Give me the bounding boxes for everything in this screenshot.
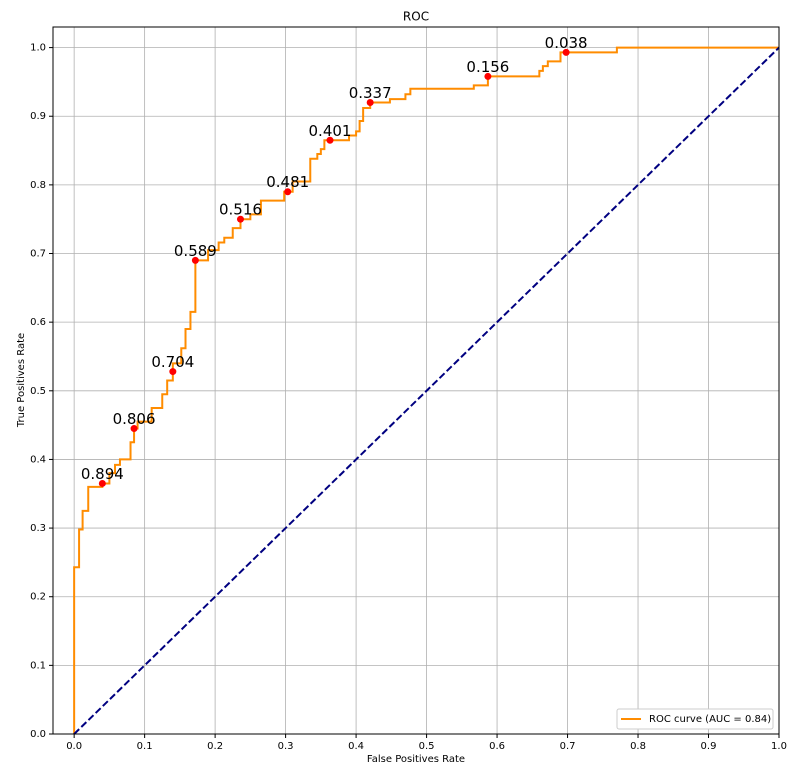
y-tick-label: 0.7 [30, 249, 46, 260]
y-tick-label: 0.6 [30, 317, 46, 328]
x-tick-label: 0.7 [560, 741, 576, 752]
x-tick-label: 1.0 [771, 741, 787, 752]
threshold-label: 0.038 [545, 34, 588, 52]
threshold-point [484, 72, 492, 80]
threshold-label: 0.589 [174, 242, 217, 260]
threshold-point [326, 136, 334, 144]
x-axis-label: False Positives Rate [367, 754, 465, 765]
threshold-label: 0.806 [113, 410, 156, 428]
x-tick-label: 0.9 [701, 741, 717, 752]
x-tick-label: 0.3 [278, 741, 294, 752]
plot-frame [52, 26, 780, 735]
x-tick-label: 0.1 [137, 741, 153, 752]
y-tick-label: 0.4 [30, 454, 46, 465]
y-tick-label: 0.8 [30, 180, 46, 191]
threshold-point [236, 215, 244, 223]
legend-box [616, 708, 774, 730]
y-axis-label: True Positives Rate [16, 333, 27, 428]
threshold-point [169, 368, 177, 376]
threshold-point [562, 48, 570, 56]
x-tick-label: 0.6 [489, 741, 505, 752]
x-tick-label: 0.2 [207, 741, 223, 752]
threshold-point [130, 425, 138, 433]
threshold-label: 0.156 [466, 58, 509, 76]
y-tick-label: 0.2 [30, 592, 46, 603]
threshold-point [191, 256, 199, 264]
threshold-label: 0.704 [151, 353, 194, 371]
threshold-label: 0.481 [266, 173, 309, 191]
x-tick-label: 0.5 [419, 741, 435, 752]
x-tick-label: 0.4 [348, 741, 364, 752]
x-tick-label: 0.0 [66, 741, 82, 752]
y-tick-label: 0.9 [30, 111, 46, 122]
threshold-point [366, 99, 374, 107]
threshold-label: 0.401 [309, 122, 352, 140]
y-tick-label: 0.1 [30, 660, 46, 671]
y-tick-label: 0.3 [30, 523, 46, 534]
x-tick-label: 0.8 [630, 741, 646, 752]
legend-label: ROC curve (AUC = 0.84) [649, 714, 771, 725]
chart-title: ROC [403, 10, 429, 24]
y-tick-label: 0.0 [30, 729, 46, 740]
threshold-label: 0.337 [349, 84, 392, 102]
threshold-label: 0.894 [81, 465, 124, 483]
series-line [73, 46, 780, 735]
threshold-point [98, 479, 106, 487]
y-tick-label: 0.5 [30, 386, 46, 397]
threshold-point [284, 188, 292, 196]
y-tick-label: 1.0 [30, 43, 46, 54]
threshold-label: 0.516 [219, 201, 262, 219]
